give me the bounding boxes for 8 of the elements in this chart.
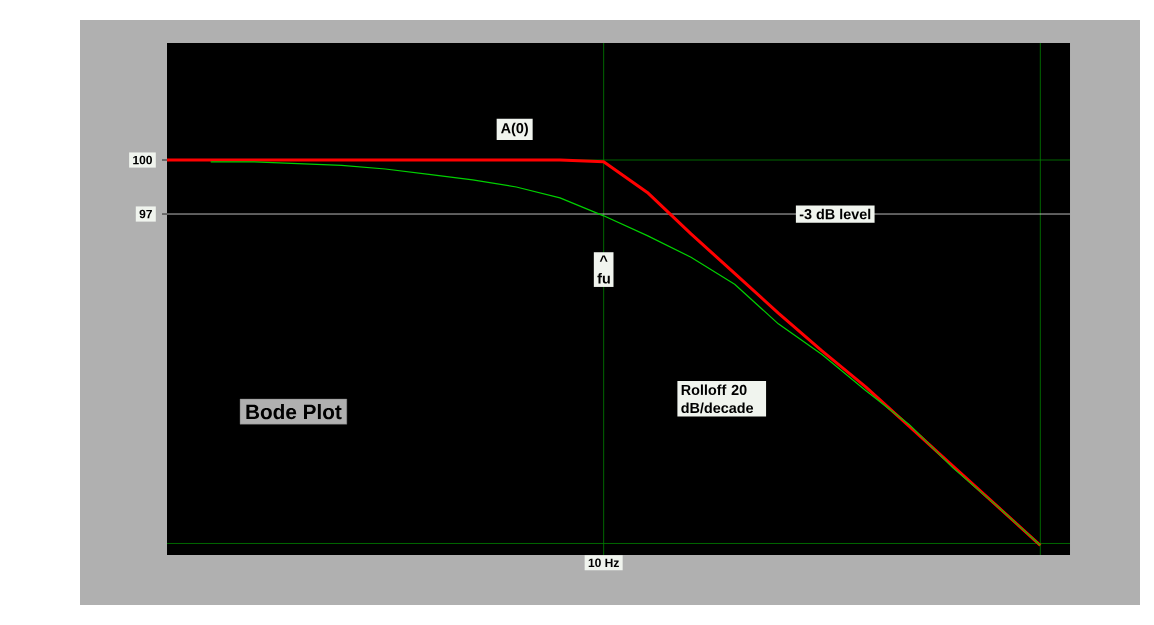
ref-line-label: -3 dB level	[799, 208, 871, 220]
y-tick-label: 97	[139, 209, 152, 219]
annotation: A(0)	[501, 122, 528, 137]
y-tick-label: 100	[133, 155, 152, 165]
text: 10 Hz	[588, 558, 619, 568]
annotation: Rolloff 20 dB/decade	[681, 384, 754, 414]
text: Bode Plot	[246, 404, 342, 420]
annotation: ^ fu	[597, 255, 610, 284]
